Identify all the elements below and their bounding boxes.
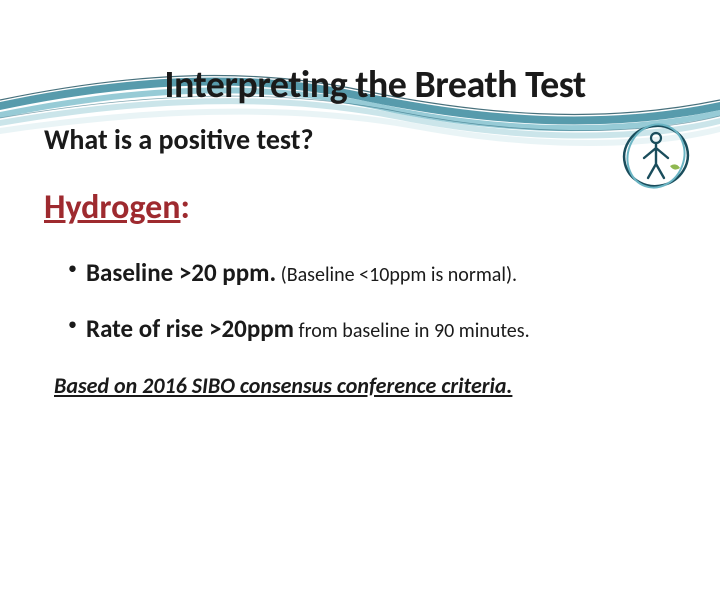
bullet-list: Baseline >20 ppm. (Baseline <10ppm is no… [68, 256, 680, 346]
slide-content: Interpreting the Breath Test What is a p… [0, 62, 720, 399]
bullet-item: Baseline >20 ppm. (Baseline <10ppm is no… [68, 256, 680, 290]
footnote: Based on 2016 SIBO consensus conference … [54, 372, 680, 399]
brand-logo [620, 120, 692, 192]
section-heading: Hydrogen: [44, 187, 680, 228]
slide-title: Interpreting the Breath Test [70, 62, 680, 108]
bullet-item: Rate of rise >20ppm from baseline in 90 … [68, 312, 680, 346]
slide-subtitle: What is a positive test? [44, 122, 680, 157]
